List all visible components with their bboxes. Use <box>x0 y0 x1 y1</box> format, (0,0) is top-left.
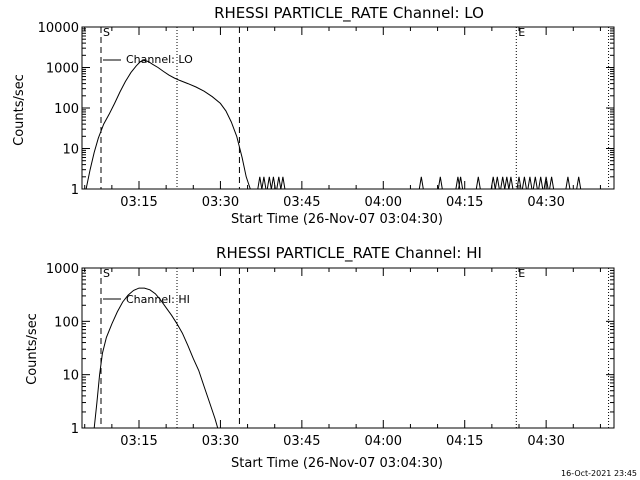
legend-label: Channel: HI <box>126 293 190 306</box>
x-tick-label: 04:30 <box>527 195 564 210</box>
count-spike <box>266 176 272 190</box>
count-spike <box>549 176 555 190</box>
time-marker-label: E <box>518 26 525 39</box>
x-tick-label: 04:00 <box>365 195 402 210</box>
chart-title: RHESSI PARTICLE_RATE Channel: LO <box>214 4 484 23</box>
count-spike <box>527 176 533 190</box>
x-tick-label: 03:15 <box>120 434 157 449</box>
time-marker-label: S <box>103 26 110 39</box>
plot-frame <box>81 267 615 429</box>
x-tick-label: 03:45 <box>283 195 320 210</box>
panel-hi-channel: RHESSI PARTICLE_RATE Channel: HI Start T… <box>25 244 615 471</box>
y-axis-label: Counts/sec <box>25 313 40 385</box>
x-tick-label: 04:15 <box>446 434 483 449</box>
x-tick-label: 03:30 <box>202 434 239 449</box>
plot-frame <box>81 26 615 190</box>
y-axis-label: Counts/sec <box>12 74 27 146</box>
y-tick-label: 10 <box>62 369 79 384</box>
legend-label: Channel: LO <box>126 53 193 66</box>
count-spike <box>504 176 510 190</box>
count-spike <box>494 176 500 190</box>
y-tick-label: 10000 <box>38 21 79 36</box>
y-tick-label: 100 <box>54 315 79 330</box>
footer-timestamp: 16-Oct-2021 23:45 <box>561 469 637 478</box>
count-spike <box>543 176 549 190</box>
panel-lo-channel: RHESSI PARTICLE_RATE Channel: LO Start T… <box>12 4 615 227</box>
count-spike <box>576 176 582 190</box>
y-tick-label: 10 <box>62 143 79 158</box>
count-spike <box>490 176 496 190</box>
count-spike <box>437 176 443 190</box>
count-spike <box>565 176 571 190</box>
x-tick-label: 04:30 <box>527 434 564 449</box>
count-spike <box>280 176 286 190</box>
y-tick-label: 1 <box>71 183 79 198</box>
x-tick-label: 03:30 <box>202 195 239 210</box>
chart-title: RHESSI PARTICLE_RATE Channel: HI <box>216 244 482 263</box>
count-spike <box>508 176 514 190</box>
series-line <box>85 59 251 190</box>
x-tick-label: 03:45 <box>283 434 320 449</box>
count-spike <box>418 176 424 190</box>
count-spike <box>475 176 481 190</box>
x-axis-label: Start Time (26-Nov-07 03:04:30) <box>231 212 443 227</box>
x-axis-label: Start Time (26-Nov-07 03:04:30) <box>231 456 443 471</box>
y-tick-label: 100 <box>54 102 79 117</box>
count-spike <box>261 176 267 190</box>
count-spike <box>458 176 464 190</box>
count-spike <box>500 176 506 190</box>
y-tick-label: 1000 <box>46 62 79 77</box>
x-tick-label: 03:15 <box>120 195 157 210</box>
count-spike <box>516 176 522 190</box>
count-spike <box>538 176 544 190</box>
count-spike <box>521 176 527 190</box>
count-spike <box>270 176 276 190</box>
x-tick-label: 04:00 <box>365 434 402 449</box>
y-tick-label: 1 <box>71 422 79 437</box>
count-spike <box>257 176 263 190</box>
series-line <box>93 287 219 429</box>
count-spike <box>532 176 538 190</box>
x-tick-label: 04:15 <box>446 195 483 210</box>
time-marker-label: E <box>518 267 525 280</box>
y-tick-label: 1000 <box>46 262 79 277</box>
count-spike <box>276 176 282 190</box>
time-marker-label: S <box>103 267 110 280</box>
